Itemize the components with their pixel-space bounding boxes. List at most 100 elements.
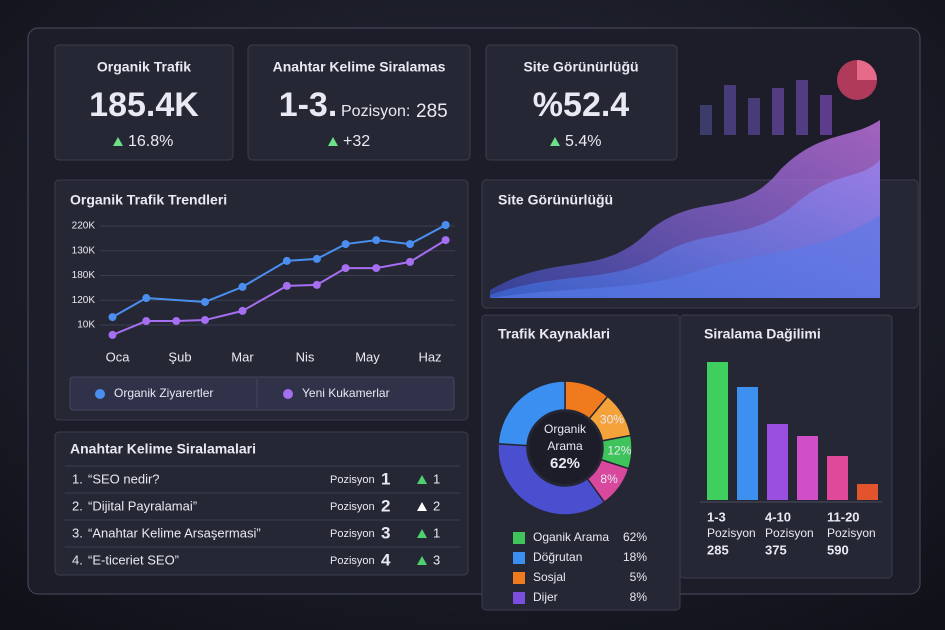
legend-label: Yeni Kukamerlar xyxy=(302,386,390,400)
kpi-card xyxy=(247,44,471,161)
row-column: Pozisyon xyxy=(330,528,375,540)
segment-label: 30% xyxy=(600,412,624,426)
y-tick-label: 10K xyxy=(77,320,95,331)
trend-arrow xyxy=(417,502,427,511)
group-count: 285 xyxy=(707,542,729,557)
decor-bar xyxy=(700,105,712,135)
point xyxy=(201,297,209,306)
y-tick-label: 130K xyxy=(72,245,96,256)
point xyxy=(372,264,381,273)
donut-center-text: 62% xyxy=(550,455,580,472)
decor-bar xyxy=(820,95,832,135)
kpi-change: 5.4% xyxy=(565,133,601,150)
group-range: 4-10 xyxy=(765,509,791,524)
donut-center-text: Organik xyxy=(544,422,587,436)
point xyxy=(312,280,321,289)
row-rank: 4. xyxy=(72,552,83,567)
decor-wave xyxy=(490,215,880,298)
group-label: Pozisyon xyxy=(765,526,814,540)
group-count: 590 xyxy=(827,542,849,557)
donut-center-text: Arama xyxy=(547,439,583,453)
y-tick-label: 220K xyxy=(72,221,96,232)
row-position: 4 xyxy=(381,550,391,569)
legend-value: 5% xyxy=(630,570,648,584)
kpi-change: 16.8% xyxy=(128,133,173,150)
kpi-card xyxy=(485,44,678,161)
panel-title: Siralama Dağilimi xyxy=(704,326,821,342)
row-rank: 1. xyxy=(72,471,83,486)
point xyxy=(372,236,381,245)
x-tick-label: Şub xyxy=(168,349,191,364)
bar xyxy=(827,456,848,500)
row-rank: 2. xyxy=(72,498,83,513)
trend-arrow xyxy=(417,556,427,565)
group-count: 375 xyxy=(765,542,787,557)
point xyxy=(282,281,291,290)
legend-swatch xyxy=(283,389,293,399)
trend-arrow xyxy=(417,475,427,484)
donut-segment xyxy=(497,380,566,447)
x-tick-label: Mar xyxy=(231,349,254,364)
point xyxy=(341,264,350,273)
panel-title: Organik Trafik Trendleri xyxy=(70,192,227,208)
bar xyxy=(707,362,728,500)
decor-bar xyxy=(772,88,784,135)
kpi-card xyxy=(54,44,234,161)
kpi-change: +32 xyxy=(343,133,370,150)
y-tick-label: 120K xyxy=(72,295,96,306)
row-rank: 3. xyxy=(72,525,83,540)
kpi-title: Site Görünürlüğü xyxy=(523,59,638,75)
line-legend-box xyxy=(69,376,455,411)
bar xyxy=(737,387,758,500)
legend-value: 62% xyxy=(623,530,647,544)
legend-value: 8% xyxy=(630,590,648,604)
group-label: Pozisyon xyxy=(827,526,876,540)
trend-arrow xyxy=(328,137,338,146)
legend-label: Sosjal xyxy=(533,570,566,584)
trend-arrow xyxy=(417,529,427,538)
legend-swatch xyxy=(513,572,525,584)
row-delta: 1 xyxy=(433,525,440,540)
point xyxy=(142,317,151,326)
row-delta: 3 xyxy=(433,552,440,567)
keyword-panel xyxy=(54,431,469,576)
point xyxy=(282,256,291,265)
point xyxy=(238,306,247,315)
decor-pie-slice xyxy=(857,60,877,80)
segment-label: 12% xyxy=(607,444,631,458)
kpi-value: 1-3. xyxy=(279,86,338,124)
legend-swatch xyxy=(513,592,525,604)
kpi-value: %52.4 xyxy=(533,86,629,124)
segment-label: 8% xyxy=(600,472,618,486)
x-tick-label: Haz xyxy=(418,349,441,364)
row-term: “Anahtar Kelime Arsaşermasi” xyxy=(88,525,261,540)
point xyxy=(108,313,117,322)
legend-swatch xyxy=(513,552,525,564)
decor-bar xyxy=(796,80,808,135)
row-delta: 1 xyxy=(433,471,440,486)
row-term: “Dijital Payralamai” xyxy=(88,498,197,513)
group-range: 11-20 xyxy=(827,509,860,524)
donut-center xyxy=(529,412,601,484)
kpi-sub-value: 285 xyxy=(416,101,448,122)
y-tick-label: 180K xyxy=(72,270,96,281)
x-tick-label: Oca xyxy=(106,349,131,364)
bar xyxy=(767,424,788,500)
row-position: 3 xyxy=(381,523,390,542)
legend-swatch xyxy=(95,389,105,399)
point xyxy=(201,316,209,325)
row-column: Pozisyon xyxy=(330,474,375,486)
decor-bar xyxy=(724,85,736,135)
point xyxy=(341,240,350,249)
point xyxy=(441,221,450,230)
point xyxy=(441,236,450,245)
trend-arrow xyxy=(550,137,560,146)
point xyxy=(406,240,414,249)
bar xyxy=(797,436,818,500)
point xyxy=(406,257,414,266)
legend-label: Dijer xyxy=(533,590,558,604)
kpi-title: Anahtar Kelime Siralamas xyxy=(273,59,446,75)
row-delta: 2 xyxy=(433,498,440,513)
legend-label: Organik Ziyarertler xyxy=(114,386,213,400)
